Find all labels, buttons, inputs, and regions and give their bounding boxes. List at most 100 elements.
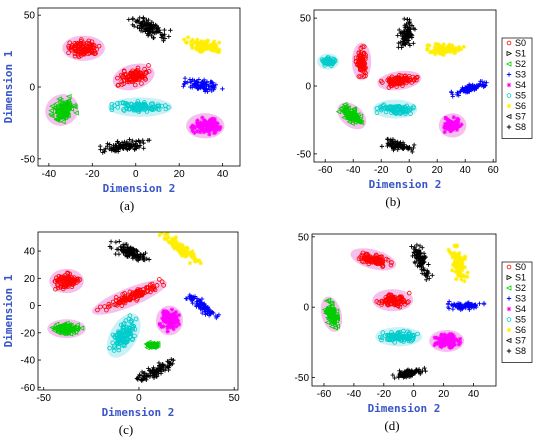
cluster-s2	[335, 101, 365, 126]
data-point	[57, 277, 62, 283]
data-point	[143, 23, 149, 28]
data-point	[68, 106, 75, 112]
chart-panel-b: -60 -40 -20 0 20 40 60 -50 0 50 Dimension 2 (b) S0 S1…	[278, 0, 550, 222]
scatter-svg: -50 0 50 -60 -40 -20 0 20 40 Dimension 2 Dimension…	[2, 231, 240, 437]
data-point	[398, 299, 404, 305]
data-point	[218, 124, 223, 130]
data-point	[79, 37, 84, 42]
data-point	[452, 261, 457, 266]
data-point	[460, 267, 465, 273]
data-point	[345, 114, 352, 120]
data-point	[162, 236, 167, 241]
data-point	[398, 143, 403, 149]
data-point	[208, 127, 213, 132]
data-point	[464, 303, 470, 308]
data-point	[135, 287, 141, 292]
data-point	[391, 147, 396, 153]
x-tick-label: 20	[432, 165, 444, 176]
data-point	[204, 45, 210, 50]
data-point	[429, 49, 435, 55]
data-point	[455, 301, 461, 306]
data-point	[392, 109, 397, 114]
data-point	[57, 97, 64, 104]
data-point	[405, 24, 410, 30]
cluster-s2	[48, 93, 79, 125]
data-point	[456, 124, 461, 129]
x-tick-label: 20	[174, 169, 186, 180]
x-axis-title: Dimension 2	[369, 178, 442, 191]
data-point	[195, 258, 201, 264]
data-point	[209, 125, 214, 131]
scatter-svg: -60 -40 -20 0 20 40 60 -50 0 50 Dimension 2 (b) S0S1…	[297, 9, 533, 209]
data-point	[440, 48, 445, 53]
data-point	[410, 373, 415, 378]
data-point	[140, 19, 146, 24]
data-point	[48, 113, 55, 119]
data-point	[143, 69, 149, 75]
data-point	[453, 46, 458, 52]
data-point	[120, 100, 126, 105]
y-tick-label: 20	[24, 274, 36, 285]
data-point	[116, 144, 122, 150]
data-point	[60, 119, 66, 125]
data-point	[129, 323, 135, 329]
data-point	[364, 257, 369, 263]
cluster-s0	[353, 44, 368, 79]
data-point	[128, 296, 133, 302]
data-point	[189, 85, 195, 90]
data-point	[329, 314, 335, 320]
data-point	[134, 67, 140, 73]
data-point	[207, 132, 212, 137]
data-point	[179, 248, 184, 254]
data-point	[460, 264, 465, 269]
data-point	[133, 18, 138, 24]
data-point	[462, 256, 468, 262]
x-axis-title: Dimension 2	[368, 402, 441, 415]
data-point	[208, 311, 213, 317]
y-tick-label: -60	[21, 383, 36, 394]
data-point	[387, 337, 393, 343]
data-point	[60, 331, 66, 337]
data-point	[150, 30, 155, 35]
data-point	[393, 299, 399, 305]
data-point	[161, 308, 167, 314]
data-point	[419, 267, 424, 272]
data-point	[213, 313, 219, 319]
data-point	[396, 40, 401, 46]
data-point	[457, 262, 463, 267]
data-point	[395, 147, 400, 152]
data-point	[209, 116, 215, 122]
data-point	[450, 92, 455, 97]
data-point	[159, 279, 165, 284]
data-point	[142, 257, 147, 263]
cluster-s2	[49, 320, 85, 337]
data-point	[80, 51, 86, 57]
x-tick-label: 0	[133, 169, 139, 180]
data-point	[196, 41, 201, 46]
data-point	[388, 262, 394, 268]
data-point	[65, 98, 72, 104]
data-point	[83, 48, 88, 54]
data-point	[212, 130, 217, 136]
data-point	[195, 85, 200, 90]
cluster-s0	[95, 277, 166, 313]
data-point	[396, 104, 401, 110]
data-point	[188, 250, 193, 256]
plot-frame	[37, 231, 239, 391]
data-point	[432, 50, 438, 55]
data-point	[72, 43, 78, 48]
data-point	[136, 258, 141, 263]
data-point	[147, 282, 153, 288]
data-point	[456, 48, 461, 53]
data-point	[448, 339, 453, 344]
y-tick-label: -50	[297, 149, 312, 160]
data-point	[409, 33, 415, 38]
data-point	[193, 302, 199, 308]
data-point	[189, 125, 194, 130]
data-point	[454, 244, 459, 249]
data-point	[167, 317, 173, 322]
data-point	[456, 272, 462, 278]
data-point	[137, 372, 142, 377]
data-point	[146, 32, 151, 37]
x-tick-label: -60	[317, 389, 332, 400]
